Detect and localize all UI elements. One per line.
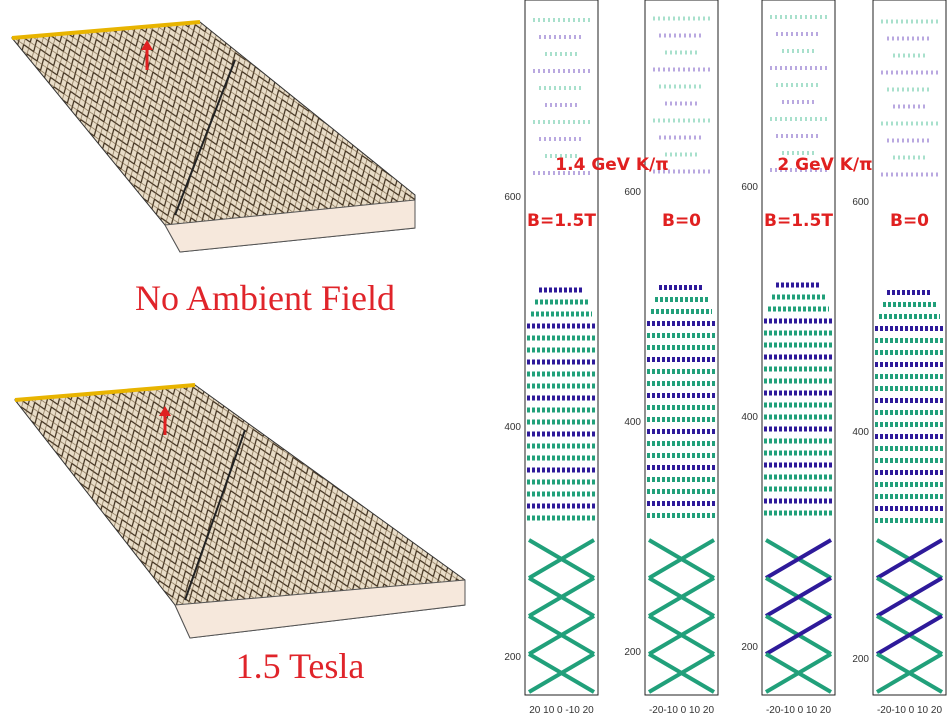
slab-top <box>11 20 416 253</box>
y-tick-label: 200 <box>624 647 641 658</box>
energy-label: 1.4 GeV K/π <box>555 155 668 175</box>
column-frame <box>524 0 599 696</box>
y-tick-label: 400 <box>741 412 758 423</box>
x-axis-label: -20-10 0 10 20 <box>649 705 714 716</box>
track-cross <box>764 652 833 694</box>
y-tick-label: 600 <box>741 182 758 193</box>
caption: 1.5 Tesla <box>236 646 365 686</box>
x-axis-label: -20-10 0 10 20 <box>877 705 942 716</box>
column-frame <box>872 0 947 696</box>
y-tick-label: 600 <box>624 187 641 198</box>
track-cross <box>647 614 716 656</box>
track-cross <box>647 576 716 618</box>
column-frame <box>644 0 719 696</box>
caption: No Ambient Field <box>135 278 395 318</box>
y-tick-label: 400 <box>852 427 869 438</box>
slab-bottom <box>14 383 466 639</box>
track-cross <box>764 614 833 656</box>
x-axis-label: 20 10 0 -10 20 <box>529 705 594 716</box>
y-tick-label: 200 <box>852 654 869 665</box>
column-frame <box>761 0 836 696</box>
y-tick-label: 400 <box>504 422 521 433</box>
x-axis-label: -20-10 0 10 20 <box>766 705 831 716</box>
track-cross <box>527 652 596 694</box>
track-cross <box>875 538 944 580</box>
field-label: B=1.5T <box>527 211 596 231</box>
y-tick-label: 600 <box>504 192 521 203</box>
track-cross <box>875 576 944 618</box>
energy-label: 2 GeV K/π <box>777 155 872 175</box>
track-cross <box>527 576 596 618</box>
field-label: B=0 <box>890 211 929 231</box>
track-cross <box>875 652 944 694</box>
track-cross <box>764 576 833 618</box>
y-tick-label: 200 <box>504 652 521 663</box>
y-tick-label: 600 <box>852 197 869 208</box>
track-cross <box>875 614 944 656</box>
y-tick-label: 200 <box>741 642 758 653</box>
field-label: B=0 <box>662 211 701 231</box>
field-label: B=1.5T <box>764 211 833 231</box>
track-cross <box>647 538 716 580</box>
track-cross <box>527 538 596 580</box>
track-cross <box>527 614 596 656</box>
track-cross <box>764 538 833 580</box>
y-tick-label: 400 <box>624 417 641 428</box>
columns: 600 400 200 20 10 0 -10 20 B=1.5T 600 400 200 -2… <box>504 0 947 716</box>
track-cross <box>647 652 716 694</box>
